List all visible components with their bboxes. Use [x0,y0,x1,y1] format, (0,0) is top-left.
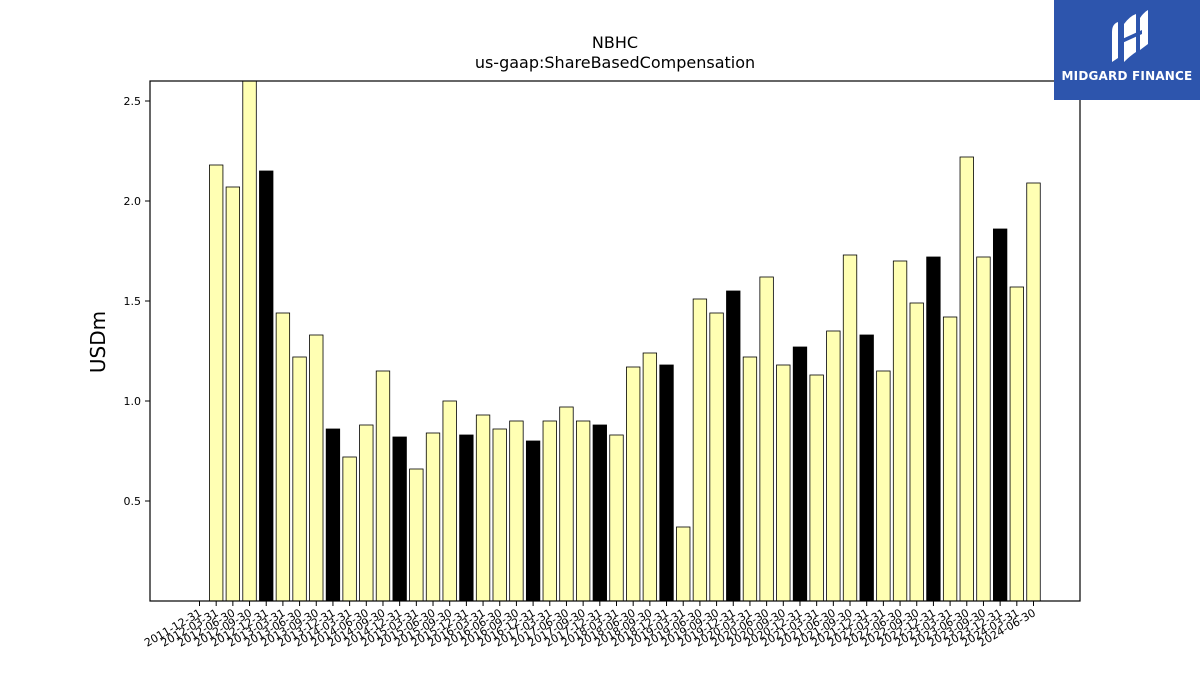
bar [575,420,591,602]
x-axis-ticks: 2011-12-312012-03-312012-06-302012-09-30… [142,601,1038,650]
bar [742,356,758,602]
bar [242,80,257,602]
bar [842,254,858,602]
y-tick-label: 2.0 [124,195,142,208]
bar [509,420,524,602]
plot-frame [149,80,1081,602]
bar [626,366,641,602]
bar [275,312,291,602]
y-tick-label: 1.5 [124,295,142,308]
bar [959,156,974,602]
bar [475,414,491,602]
bar [976,256,991,602]
y-tick-label: 0.5 [124,495,142,508]
chart-subtitle: us-gaap:ShareBasedCompensation [475,53,755,72]
bar [359,424,374,602]
y-tick-label: 2.5 [124,95,142,108]
midgard-finance-logo: MIDGARD FINANCE [1054,0,1200,100]
bar [1009,286,1024,602]
bar [292,356,307,602]
logo-mark-icon [1112,10,1148,62]
bar [926,256,941,602]
bar [642,352,658,602]
bar [759,276,774,602]
bar [342,456,357,602]
bar [1026,182,1041,602]
bar [809,374,824,602]
bar [559,406,574,602]
y-axis-label: USDm [86,311,110,373]
bar [409,468,424,602]
bar [726,290,741,602]
bar [542,420,557,602]
bar [676,526,691,602]
bar [459,434,474,602]
bar [826,330,841,602]
bar [792,346,808,602]
bar [425,432,441,602]
bar [375,370,391,602]
bar [225,186,241,602]
bar [442,400,457,602]
bar [325,428,341,602]
bar [776,364,791,602]
logo-text: MIDGARD FINANCE [1061,69,1193,83]
bar [659,364,674,602]
bar [942,316,958,602]
bar [692,298,708,602]
chart-title: NBHC [592,33,638,52]
bar [876,370,891,602]
bar [992,228,1008,602]
bar [392,436,407,602]
y-tick-label: 1.0 [124,395,142,408]
bar [525,440,541,602]
bar [709,312,724,602]
y-axis-ticks: 0.5 1.0 1.5 2.0 2.5 [124,95,150,508]
bar [892,260,908,602]
bar [309,334,324,602]
bar [209,164,224,602]
bar [492,428,507,602]
bar [609,434,624,602]
bar [259,170,274,602]
bar-series [209,80,1041,602]
bar [859,334,874,602]
bar [592,424,607,602]
bar [909,302,924,602]
